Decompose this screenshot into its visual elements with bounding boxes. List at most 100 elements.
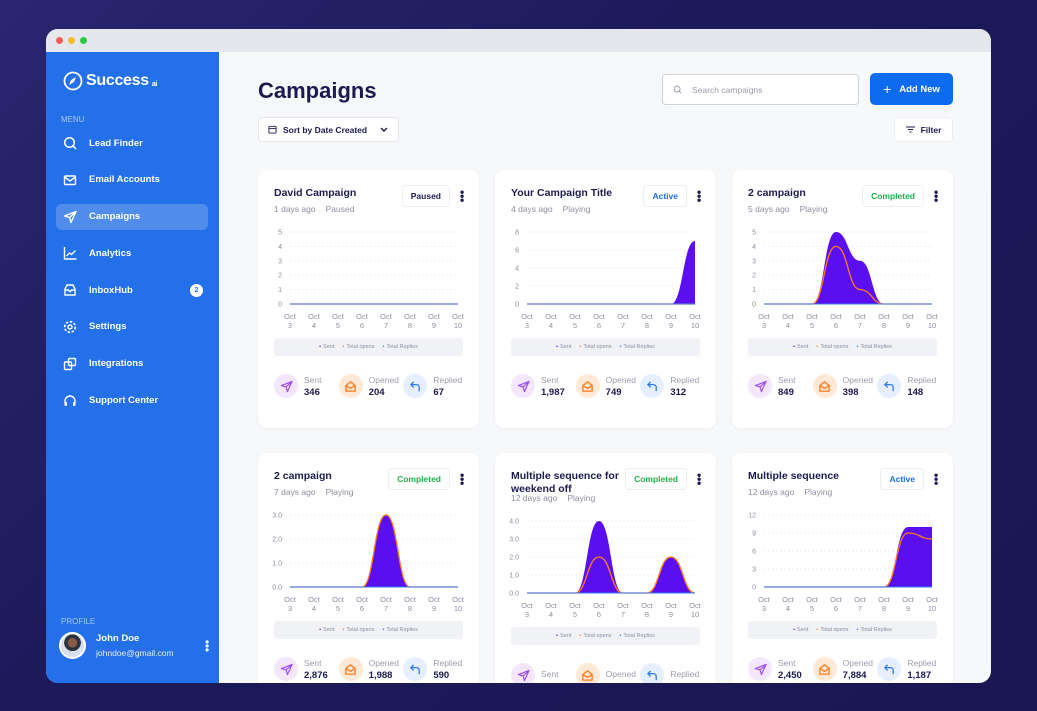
maximize-window-dot[interactable] <box>80 37 87 44</box>
legend-opens: • Total opens <box>816 627 849 633</box>
profile-card[interactable]: John Doe johndoe@gmail.com • • • <box>59 632 209 659</box>
search-icon <box>63 136 77 150</box>
more-options-icon[interactable]: • • • <box>697 468 702 490</box>
campaign-card[interactable]: Multiple sequence for weekend off Comple… <box>495 453 716 683</box>
stat-sent: Sent 346 <box>274 374 335 398</box>
campaign-title[interactable]: Multiple sequence for weekend off <box>511 470 619 495</box>
stat-replied: Replied 67 <box>403 374 464 398</box>
x-tick-label: Oct 6 <box>593 312 606 330</box>
stat-label: Opened <box>368 374 399 385</box>
more-options-icon[interactable]: • • • <box>460 468 465 490</box>
campaign-title[interactable]: 2 campaign <box>748 187 806 199</box>
y-tick-label: 6 <box>515 248 519 255</box>
sort-dropdown[interactable]: Sort by Date Created <box>258 117 399 142</box>
x-tick-label: Oct 5 <box>569 312 582 330</box>
x-tick-label: Oct 6 <box>356 595 369 613</box>
y-tick-label: 0 <box>752 302 756 309</box>
chart-legend: • Sent • Total opens • Total Replies <box>748 621 937 639</box>
stat-opened: Opened <box>575 663 637 683</box>
more-options-icon[interactable]: • • • <box>934 468 939 490</box>
add-new-button[interactable]: + Add New <box>870 73 953 105</box>
campaign-card[interactable]: David Campaign Paused • • • 1 days ago Paus… <box>258 170 479 428</box>
more-options-icon[interactable]: • • • <box>697 185 702 207</box>
x-tick-label: Oct 3 <box>284 595 297 613</box>
y-tick-label: 5 <box>278 230 282 237</box>
open-mail-icon <box>812 374 837 398</box>
stat-sent: Sent 2,450 <box>748 657 809 681</box>
y-tick-label: 4.0 <box>509 519 519 526</box>
stat-label: Replied <box>433 374 463 385</box>
x-tick-label: Oct 7 <box>854 595 867 613</box>
legend-opens: • Total opens <box>342 344 375 350</box>
x-tick-label: Oct 7 <box>380 312 393 330</box>
search-input[interactable]: Search campaigns <box>662 74 859 105</box>
stat-opened: Opened 204 <box>338 374 400 398</box>
reply-icon <box>640 374 665 398</box>
campaign-title[interactable]: Multiple sequence <box>748 470 840 482</box>
sidebar-item-inboxhub[interactable]: InboxHub 2 <box>56 277 208 303</box>
sidebar-item-integrations[interactable]: Integrations <box>56 351 208 377</box>
campaign-title[interactable]: 2 campaign <box>274 470 332 482</box>
y-tick-label: 12 <box>748 513 756 520</box>
campaign-chart: 0.0 1.0 2.0 3.0 4.0 Oct 3 Oct 4 Oct 5 Oct 6 Oct 7 Oct 8 O… <box>509 519 701 620</box>
sent-area <box>527 521 695 593</box>
legend-replies: • Total Replies <box>619 633 655 639</box>
y-tick-label: 1.0 <box>509 573 519 580</box>
sidebar-item-lead-finder[interactable]: Lead Finder <box>56 130 208 156</box>
stat-label: Sent <box>541 669 559 679</box>
campaign-card[interactable]: Your Campaign Title Active • • • 4 days ag… <box>495 170 716 428</box>
x-tick-label: Oct 7 <box>617 601 630 619</box>
add-new-label: Add New <box>899 83 940 95</box>
y-tick-label: 8 <box>515 230 519 237</box>
y-tick-label: 2 <box>278 273 282 280</box>
close-window-dot[interactable] <box>56 37 63 44</box>
legend-replies-label: Total Replies <box>860 627 892 633</box>
stat-label: Replied <box>670 669 700 679</box>
campaign-title[interactable]: Your Campaign Title <box>511 187 613 199</box>
headset-icon <box>64 394 76 406</box>
legend-sent-label: Sent <box>323 344 335 350</box>
chart-legend: • Sent • Total opens • Total Replies <box>274 338 463 356</box>
minimize-window-dot[interactable] <box>68 37 75 44</box>
campaign-card[interactable]: 2 campaign Completed • • • 5 days ago Playi… <box>732 170 953 428</box>
campaign-card[interactable]: 2 campaign Completed • • • 7 days ago Playi… <box>258 453 479 683</box>
legend-replies: • Total Replies <box>382 627 418 633</box>
stat-value: 346 <box>304 386 320 398</box>
brand-logo[interactable]: Success ai <box>63 71 157 91</box>
campaign-age: 4 days ago <box>511 204 553 214</box>
sidebar-item-label: Support Center <box>89 395 159 407</box>
profile-more-icon[interactable]: • • • <box>205 635 210 657</box>
campaign-card[interactable]: Multiple sequence Active • • • 12 days ago… <box>732 453 953 683</box>
send-icon <box>63 210 77 223</box>
x-tick-label: Oct 9 <box>902 312 915 330</box>
x-tick-label: Oct 7 <box>854 312 867 330</box>
filter-button[interactable]: Filter <box>894 117 953 142</box>
sidebar-item-analytics[interactable]: Analytics <box>56 240 208 266</box>
sidebar-item-email-accounts[interactable]: Email Accounts <box>56 167 208 193</box>
campaign-title[interactable]: David Campaign <box>274 187 357 199</box>
stat-label: Replied <box>433 657 463 668</box>
avatar[interactable] <box>59 632 86 659</box>
y-tick-label: 0 <box>515 302 519 309</box>
legend-sent: • Sent <box>793 344 809 350</box>
y-tick-label: 5 <box>752 230 756 237</box>
open-mail-icon <box>338 657 363 681</box>
x-tick-label: Oct 3 <box>284 312 297 330</box>
campaign-stats: Sent 2,876 Opened 1,988 Replied 590 <box>274 657 464 681</box>
stat-value: 67 <box>433 386 444 398</box>
stat-label: Opened <box>605 669 636 679</box>
x-tick-label: Oct 6 <box>830 595 843 613</box>
brand-suffix: ai <box>151 81 158 88</box>
legend-opens-label: Total opens <box>346 344 375 350</box>
more-options-icon[interactable]: • • • <box>934 185 939 207</box>
sidebar-item-settings[interactable]: Settings <box>56 314 208 340</box>
sidebar-item-campaigns[interactable]: Campaigns <box>56 203 208 230</box>
search-placeholder: Search campaigns <box>692 84 763 95</box>
legend-replies-label: Total Replies <box>860 344 892 350</box>
stat-value: 1,988 <box>368 669 393 681</box>
y-tick-label: 4 <box>278 244 282 251</box>
sent-area <box>527 241 695 304</box>
more-options-icon[interactable]: • • • <box>460 185 465 207</box>
x-tick-label: Oct 3 <box>521 312 534 330</box>
sidebar-item-support-center[interactable]: Support Center <box>56 388 208 414</box>
